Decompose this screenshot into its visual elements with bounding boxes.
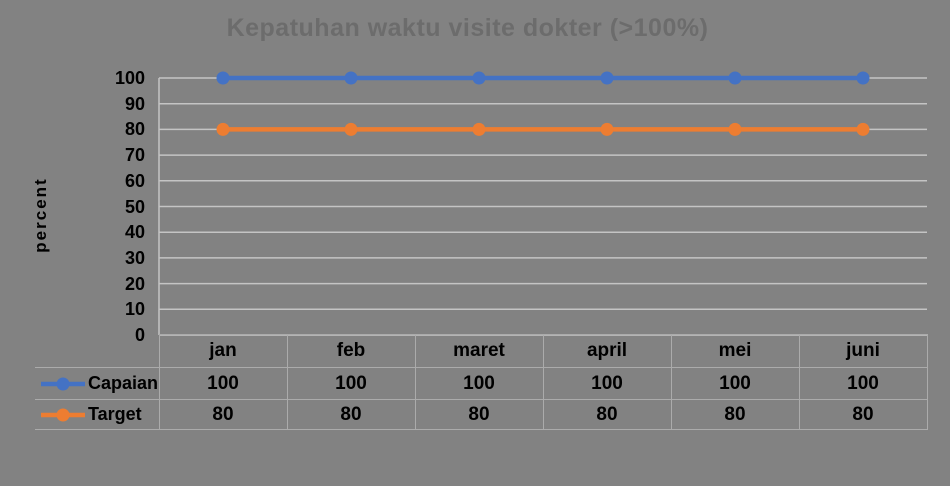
month-header-cell: juni <box>798 334 928 368</box>
legend-key-icon <box>41 408 85 421</box>
data-point <box>600 122 614 136</box>
legend-cell-capaian: Capaian <box>35 367 160 400</box>
legend-entry: Capaian <box>35 373 159 394</box>
table-header-row: jan feb maret april mei juni <box>35 334 928 368</box>
data-point <box>472 122 486 136</box>
table-row: Capaian 100 100 100 100 100 100 <box>35 367 928 400</box>
data-point <box>344 71 358 85</box>
y-tick-label: 50 <box>124 196 145 217</box>
data-point <box>856 122 870 136</box>
data-point <box>600 71 614 85</box>
month-header-cell: feb <box>286 334 416 368</box>
data-point <box>728 71 742 85</box>
legend-cell-target: Target <box>35 399 160 430</box>
value-cell: 100 <box>286 367 416 400</box>
y-tick-label: 100 <box>114 68 145 88</box>
y-tick-label: 10 <box>124 299 145 320</box>
value-cell: 80 <box>670 399 800 430</box>
y-tick-label: 80 <box>124 119 145 140</box>
y-tick-label: 60 <box>124 170 145 191</box>
data-point <box>216 71 230 85</box>
legend-entry: Target <box>35 404 158 425</box>
data-point <box>344 122 358 136</box>
chart-title: Kepatuhan waktu visite dokter (>100%) <box>226 14 709 42</box>
value-cell: 100 <box>798 367 928 400</box>
y-tick-label: 30 <box>124 247 145 268</box>
value-cell: 80 <box>798 399 928 430</box>
y-tick-label: 90 <box>124 93 145 114</box>
month-header-cell: maret <box>414 334 544 368</box>
month-header-cell: jan <box>158 334 288 368</box>
data-table: jan feb maret april mei juni Capaian 100 100 100 1… <box>35 334 928 430</box>
table-row: Target 80 80 80 80 80 80 <box>35 399 928 430</box>
value-cell: 100 <box>542 367 672 400</box>
value-cell: 80 <box>158 399 288 430</box>
data-point <box>472 71 486 85</box>
y-tick-label: 70 <box>124 145 145 166</box>
data-point <box>216 122 230 136</box>
value-cell: 100 <box>670 367 800 400</box>
month-header-cell: mei <box>670 334 800 368</box>
value-cell: 100 <box>158 367 288 400</box>
table-corner-cell <box>35 334 160 368</box>
value-cell: 100 <box>414 367 544 400</box>
y-tick-label: 20 <box>124 273 145 294</box>
y-tick-label: 40 <box>124 222 145 243</box>
data-point <box>728 122 742 136</box>
data-point <box>856 71 870 85</box>
legend-label: Capaian <box>88 373 159 393</box>
value-cell: 80 <box>286 399 416 430</box>
value-cell: 80 <box>414 399 544 430</box>
value-cell: 80 <box>542 399 672 430</box>
month-header-cell: april <box>542 334 672 368</box>
legend-label: Target <box>88 404 142 424</box>
legend-key-icon <box>41 377 85 390</box>
